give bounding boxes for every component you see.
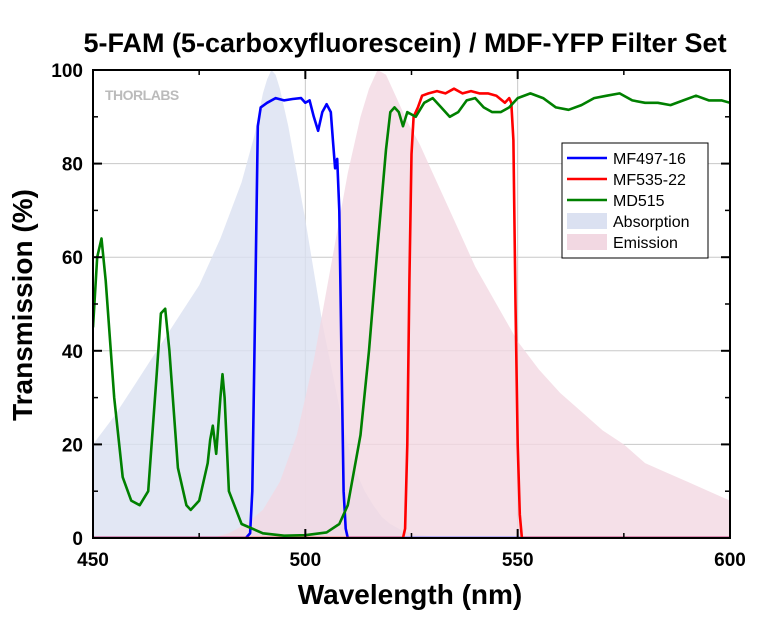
y-axis-label: Transmission (%)	[7, 189, 38, 421]
x-axis-label: Wavelength (nm)	[298, 579, 523, 610]
y-tick-label: 20	[62, 435, 83, 456]
legend-label: MD515	[613, 193, 665, 210]
series-line-mf497-16	[93, 96, 730, 538]
y-tick-label: 40	[62, 342, 83, 363]
y-tick-label: 100	[51, 61, 83, 82]
legend: MF497-16 MF535-22 MD515 Absorption Emission	[561, 142, 709, 259]
x-tick-label: 450	[77, 550, 109, 571]
legend-label: Emission	[613, 235, 678, 252]
brand-watermark: THORLABS	[105, 87, 179, 103]
legend-label: MF535-22	[613, 172, 686, 189]
legend-label: MF497-16	[613, 151, 686, 168]
legend-swatch-absorption	[567, 213, 607, 229]
series-line-md515	[93, 92, 730, 537]
series-line-mf535-22	[93, 87, 730, 538]
legend-label: Absorption	[613, 214, 690, 231]
area-emission	[93, 70, 730, 538]
axes: 450 500 550 600 0 20 40 60 80 100	[51, 61, 746, 571]
y-tick-label: 60	[62, 248, 83, 269]
y-tick-label: 0	[72, 529, 83, 550]
x-tick-label: 600	[714, 550, 746, 571]
x-tick-label: 500	[289, 550, 321, 571]
x-tick-label: 550	[502, 550, 534, 571]
y-tick-label: 80	[62, 155, 83, 176]
plot-area	[93, 70, 730, 538]
legend-swatch-emission	[567, 234, 607, 250]
chart-title: 5-FAM (5-carboxyfluorescein) / MDF-YFP F…	[83, 28, 726, 58]
